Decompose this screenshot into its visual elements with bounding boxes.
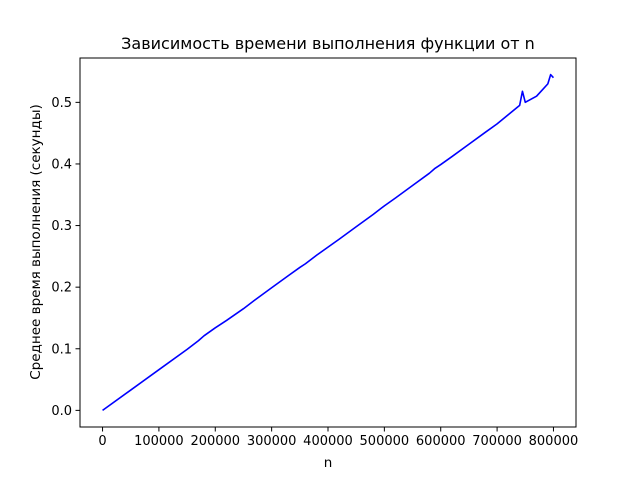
y-tick-label: 0.0 xyxy=(51,404,72,419)
x-tick-label: 600000 xyxy=(416,434,466,449)
x-tick-label: 300000 xyxy=(247,434,297,449)
series-line-0 xyxy=(102,73,555,412)
x-axis-label: n xyxy=(324,455,333,471)
y-tick-label: 0.3 xyxy=(51,219,72,234)
x-tick-label: 800000 xyxy=(529,434,579,449)
y-axis-label: Среднее время выполнения (секунды) xyxy=(28,104,44,380)
x-tick-label: 0 xyxy=(98,434,106,449)
y-tick-label: 0.2 xyxy=(51,281,72,296)
y-tick-label: 0.4 xyxy=(51,157,72,172)
x-tick-label: 100000 xyxy=(134,434,184,449)
x-axis-ticks: 0 100000 200000 300000 400000 500000 600000 700… xyxy=(98,427,578,449)
x-tick-label: 400000 xyxy=(303,434,353,449)
y-tick-label: 0.1 xyxy=(51,342,72,357)
x-tick-label: 500000 xyxy=(360,434,410,449)
x-tick-label: 700000 xyxy=(472,434,522,449)
y-tick-label: 0.5 xyxy=(51,96,72,111)
y-axis-ticks: 0.0 0.1 0.2 0.3 0.4 0.5 xyxy=(51,96,80,419)
x-tick-label: 200000 xyxy=(190,434,240,449)
chart-title: Зависимость времени выполнения функции о… xyxy=(121,34,535,53)
